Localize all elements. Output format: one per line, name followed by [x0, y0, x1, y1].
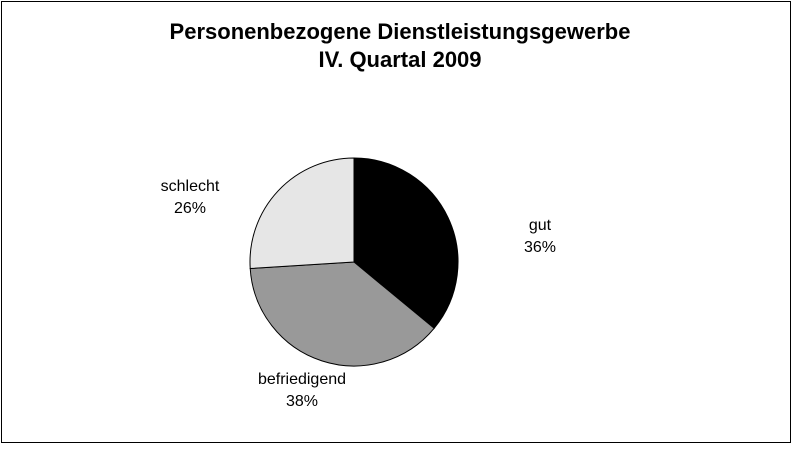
slice-label: schlecht	[161, 178, 220, 195]
slice-label: gut	[529, 217, 552, 234]
slice-value-label: 38%	[286, 393, 318, 410]
pie-slice	[249, 261, 435, 367]
slice-label: befriedigend	[258, 371, 346, 388]
chart-title: Personenbezogene Dienstleistungsgewerbe	[170, 19, 631, 44]
slice-value-label: 36%	[524, 239, 556, 256]
slice-value-label: 26%	[174, 200, 206, 217]
pie-slice	[353, 157, 459, 329]
chart-subtitle: IV. Quartal 2009	[318, 47, 481, 72]
pie-slice	[249, 157, 355, 270]
